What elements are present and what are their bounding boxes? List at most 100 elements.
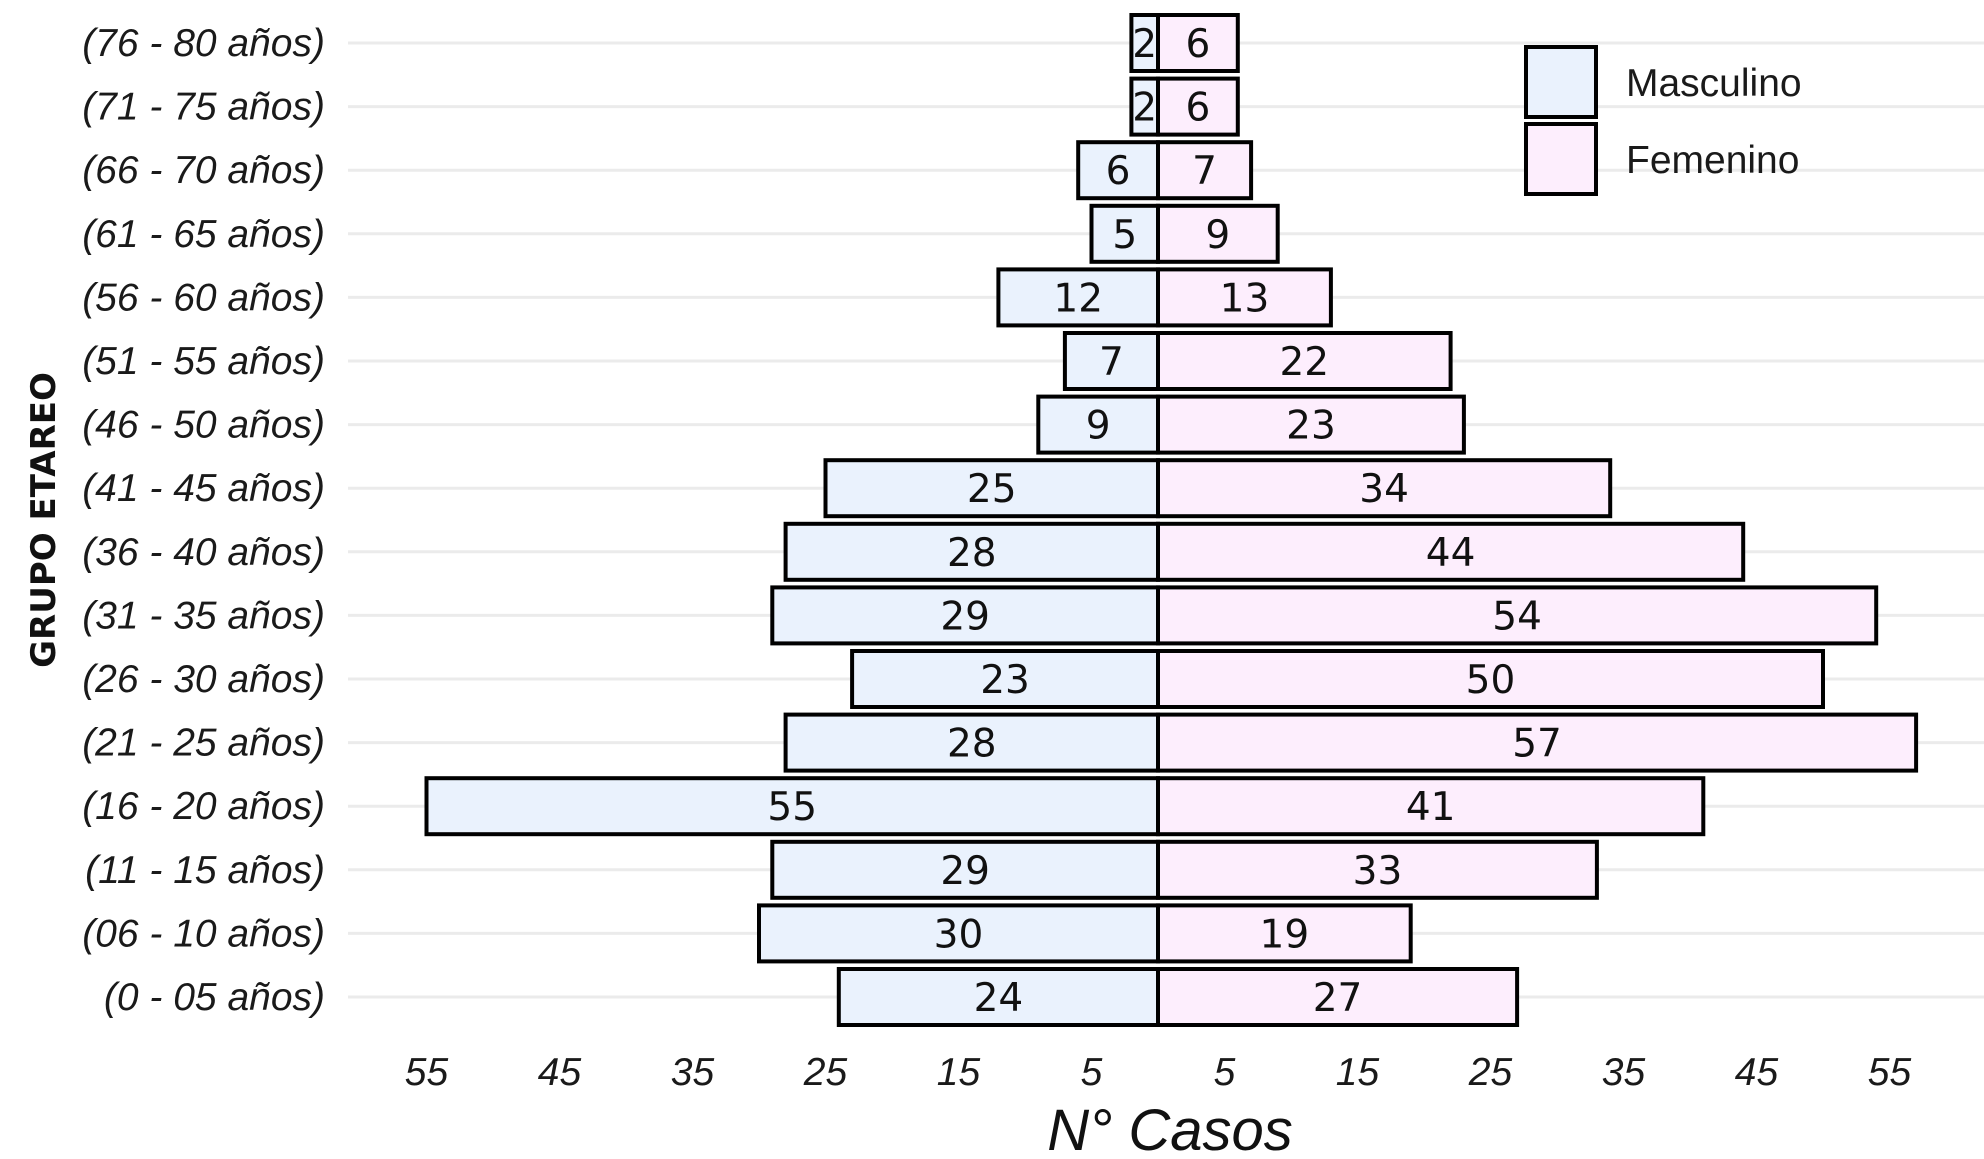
bar-value-label: 29 (940, 849, 990, 894)
bar-masculino (1089, 203, 1160, 264)
bar-femenino (1156, 776, 1706, 837)
bar-value-label: 12 (1053, 276, 1103, 321)
bar-femenino (1156, 76, 1240, 137)
x-axis-title: N° Casos (1047, 1098, 1293, 1159)
bar-value-label: 29 (940, 594, 990, 639)
bar-value-label: 23 (980, 658, 1030, 703)
x-tick-label: 55 (1868, 1051, 1912, 1094)
category-label: (06 - 10 años) (82, 912, 325, 955)
bar-value-label: 2 (1132, 86, 1157, 131)
bar-masculino (996, 267, 1161, 328)
category-label: (36 - 40 años) (82, 531, 325, 574)
category-label: (51 - 55 años) (82, 340, 325, 383)
bar-value-label: 19 (1260, 912, 1310, 957)
bar-masculino (1062, 331, 1161, 391)
legend-swatch-femenino (1524, 122, 1598, 196)
bar-masculino (770, 585, 1160, 646)
x-tick-label: 5 (1081, 1051, 1103, 1094)
bar-femenino (1156, 839, 1599, 900)
bar-femenino (1156, 203, 1280, 264)
bar-femenino (1156, 140, 1254, 201)
bar-value-label: 57 (1512, 722, 1562, 767)
bar-masculino (823, 458, 1160, 519)
x-tick-label: 35 (671, 1051, 715, 1094)
x-tick-label: 35 (1602, 1051, 1646, 1094)
bar-value-label: 22 (1279, 340, 1329, 385)
legend-swatch-masculino (1524, 45, 1598, 119)
category-labels: (0 - 05 años) (06 - 10 años) (11 - 15 años… (82, 22, 325, 1019)
bar-femenino (1156, 13, 1240, 73)
bars-layer (424, 13, 1919, 1027)
bar-femenino (1156, 394, 1466, 455)
bar-masculino (1036, 394, 1161, 455)
bar-masculino (757, 903, 1160, 964)
bar-value-label: 34 (1359, 467, 1409, 512)
bar-value-label: 23 (1286, 404, 1336, 449)
x-tick-label: 25 (1468, 1051, 1513, 1094)
bar-value-label: 28 (947, 722, 997, 767)
x-tick-label: 15 (1336, 1051, 1380, 1094)
bar-value-label: 9 (1086, 404, 1111, 449)
category-label: (41 - 45 años) (82, 467, 325, 510)
bar-masculino (836, 967, 1160, 1027)
bar-masculino (783, 712, 1160, 773)
bar-value-label: 50 (1466, 658, 1516, 703)
bar-masculino (1076, 140, 1160, 201)
bar-value-label: 7 (1099, 340, 1124, 385)
category-label: (46 - 50 años) (82, 404, 325, 447)
x-tick-label: 5 (1214, 1051, 1236, 1094)
bar-femenino (1156, 903, 1413, 964)
x-tick-labels: 55 45 35 25 15 5 5 15 25 35 45 55 (405, 1051, 1912, 1094)
bar-value-label: 27 (1313, 976, 1363, 1021)
bar-value-label: 6 (1185, 22, 1210, 67)
bar-value-label: 9 (1205, 213, 1230, 258)
category-label: (26 - 30 años) (82, 658, 325, 701)
category-label: (0 - 05 años) (104, 976, 325, 1019)
bar-value-label: 25 (967, 467, 1017, 512)
bar-value-label: 55 (767, 785, 817, 830)
bar-femenino (1156, 967, 1520, 1027)
bar-value-label: 24 (974, 976, 1024, 1021)
x-tick-label: 55 (405, 1051, 449, 1094)
bar-value-label: 44 (1426, 531, 1476, 576)
bar-masculino (783, 521, 1160, 582)
bar-femenino (1156, 267, 1333, 328)
category-label: (61 - 65 años) (82, 213, 325, 256)
bar-value-label: 30 (934, 912, 984, 957)
bar-femenino (1156, 521, 1746, 582)
bar-value-label: 5 (1112, 213, 1137, 258)
category-label: (31 - 35 años) (82, 594, 325, 637)
bar-value-label: 6 (1185, 86, 1210, 131)
category-label: (16 - 20 años) (82, 785, 325, 828)
bar-masculino (1129, 76, 1161, 137)
bar-value-label: 41 (1406, 785, 1456, 830)
bar-value-label: 54 (1492, 594, 1542, 639)
bar-masculino (1129, 13, 1161, 73)
x-tick-label: 45 (1735, 1051, 1779, 1094)
bar-value-label: 2 (1132, 22, 1157, 67)
bar-masculino (770, 839, 1160, 900)
category-label: (66 - 70 años) (82, 149, 325, 192)
legend: Masculino Femenino (1524, 45, 1802, 196)
bar-femenino (1156, 458, 1613, 519)
bar-femenino (1156, 331, 1453, 391)
bar-value-label: 33 (1353, 849, 1403, 894)
category-label: (21 - 25 años) (82, 722, 325, 765)
y-axis-title: GRUPO ETAREO (24, 372, 64, 668)
legend-label-masculino: Masculino (1626, 62, 1802, 105)
legend-label-femenino: Femenino (1626, 139, 1799, 182)
bar-value-label: 13 (1220, 276, 1270, 321)
bar-femenino (1156, 585, 1879, 646)
x-tick-label: 25 (803, 1051, 848, 1094)
bar-labels-layer: 2430295528232928259712562227193341575054… (767, 22, 1561, 1021)
bar-value-label: 7 (1192, 149, 1217, 194)
bar-value-label: 28 (947, 531, 997, 576)
category-label: (71 - 75 años) (82, 86, 325, 129)
bar-femenino (1156, 649, 1825, 709)
category-label: (56 - 60 años) (82, 276, 325, 319)
bar-femenino (1156, 712, 1919, 773)
category-label: (76 - 80 años) (82, 22, 325, 65)
category-label: (11 - 15 años) (85, 849, 325, 892)
